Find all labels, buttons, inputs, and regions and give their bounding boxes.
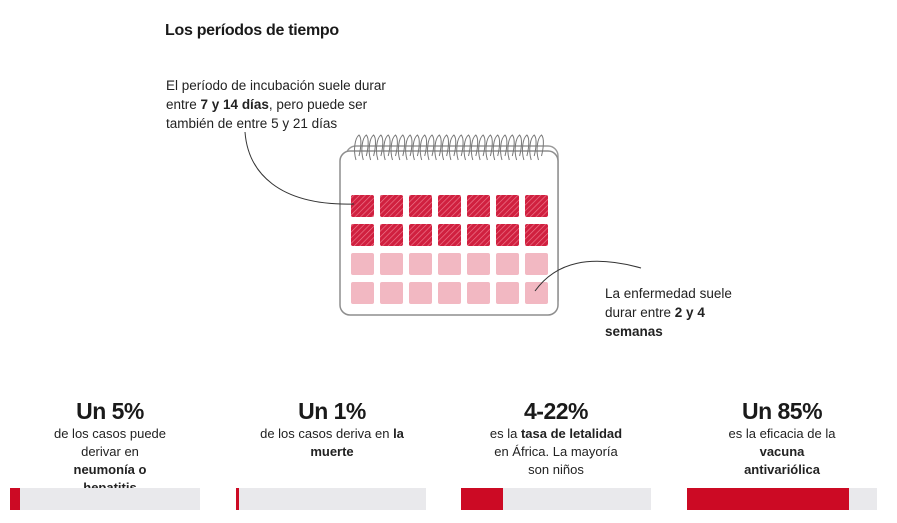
progress-bar-vaccine xyxy=(687,488,877,510)
spiral-ring xyxy=(521,134,530,161)
progress-fill xyxy=(461,488,503,510)
illness-day-cell xyxy=(496,282,519,304)
spiral-ring xyxy=(441,134,449,161)
incubation-day-cell xyxy=(467,224,490,246)
incubation-day-cell xyxy=(467,195,490,217)
section-title: Los períodos de tiempo xyxy=(165,22,339,39)
incubation-note: El período de incubación suele durar ent… xyxy=(166,76,416,133)
calendar-spiral xyxy=(354,134,544,161)
illness-day-cell xyxy=(525,282,548,304)
incubation-day-cell xyxy=(380,224,403,246)
illness-day-cell xyxy=(438,253,461,275)
incubation-note-post: , pero puede ser también de entre 5 y 21… xyxy=(166,97,368,131)
progress-bar-pneumonia xyxy=(10,488,200,510)
stat-vaccine: Un 85% es la eficacia de la vacuna antiv… xyxy=(672,398,892,479)
spiral-ring xyxy=(470,134,479,161)
incubation-day-cell xyxy=(351,224,374,246)
illness-day-cell xyxy=(467,282,490,304)
spiral-ring xyxy=(361,134,369,161)
spiral-ring xyxy=(463,134,471,161)
stat-value: Un 1% xyxy=(298,398,366,424)
illness-day-cell xyxy=(496,253,519,275)
stat-description: es la tasa de letalidad en África. La ma… xyxy=(489,426,623,477)
incubation-leader-line xyxy=(244,131,355,205)
incubation-day-cell xyxy=(525,224,548,246)
spiral-ring xyxy=(375,134,384,161)
spiral-ring xyxy=(507,134,515,161)
spiral-ring xyxy=(536,134,544,161)
duration-note-pre: La enfermedad suele durar entre xyxy=(605,286,732,320)
spiral-ring xyxy=(434,134,442,161)
stat-lethality: 4-22% es la tasa de letalidad en África.… xyxy=(446,398,666,479)
spiral-ring xyxy=(390,134,398,161)
spiral-ring xyxy=(419,134,428,161)
duration-leader-line xyxy=(534,260,642,292)
progress-bar-death xyxy=(236,488,426,510)
incubation-day-cell xyxy=(409,224,432,246)
progress-fill xyxy=(10,488,20,510)
incubation-day-cell xyxy=(438,195,461,217)
stat-death: Un 1% de los casos deriva en la muerte xyxy=(222,398,442,461)
incubation-day-cell xyxy=(496,224,519,246)
spiral-ring xyxy=(529,134,537,161)
spiral-ring xyxy=(456,134,464,161)
spiral-ring xyxy=(354,134,362,161)
spiral-ring xyxy=(427,134,435,161)
illness-day-cell xyxy=(409,282,432,304)
spiral-ring xyxy=(478,134,486,161)
progress-fill xyxy=(236,488,239,510)
spiral-ring xyxy=(383,134,391,161)
stat-pneumonia: Un 5% de los casos puede derivar en neum… xyxy=(0,398,220,497)
spiral-ring xyxy=(492,134,501,161)
illness-day-cell xyxy=(438,282,461,304)
incubation-day-cell xyxy=(351,195,374,217)
spiral-ring xyxy=(485,134,493,161)
illness-day-cell xyxy=(525,253,548,275)
incubation-day-cell xyxy=(496,195,519,217)
stat-description: es la eficacia de la vacuna antivariólic… xyxy=(728,426,836,477)
stat-description: de los casos deriva en la muerte xyxy=(260,426,404,459)
spiral-ring xyxy=(368,134,376,161)
spiral-ring xyxy=(514,134,522,161)
illness-day-cell xyxy=(351,253,374,275)
illness-day-cell xyxy=(409,253,432,275)
incubation-day-cell xyxy=(438,224,461,246)
calendar-grid xyxy=(351,195,548,304)
progress-bar-lethality xyxy=(461,488,651,510)
incubation-day-cell xyxy=(525,195,548,217)
spiral-ring xyxy=(412,134,420,161)
duration-note-bold: 2 y 4 semanas xyxy=(605,305,705,339)
duration-note: La enfermedad suele durar entre 2 y 4 se… xyxy=(605,284,745,341)
stat-value: Un 85% xyxy=(741,398,823,424)
spiral-ring xyxy=(405,134,413,161)
incubation-note-pre: El período de incubación suele durar ent… xyxy=(166,78,386,112)
stat-value: Un 5% xyxy=(76,398,144,424)
illness-day-cell xyxy=(380,253,403,275)
stat-value: 4-22% xyxy=(524,398,588,424)
incubation-note-bold: 7 y 14 días xyxy=(200,97,269,112)
spiral-ring xyxy=(500,134,508,161)
spiral-ring xyxy=(397,134,406,161)
incubation-day-cell xyxy=(380,195,403,217)
progress-fill xyxy=(687,488,849,510)
illness-day-cell xyxy=(467,253,490,275)
incubation-day-cell xyxy=(409,195,432,217)
illness-day-cell xyxy=(351,282,374,304)
spiral-ring xyxy=(448,134,457,161)
stat-description: de los casos puede derivar en neumonía o… xyxy=(53,426,167,495)
illness-day-cell xyxy=(380,282,403,304)
